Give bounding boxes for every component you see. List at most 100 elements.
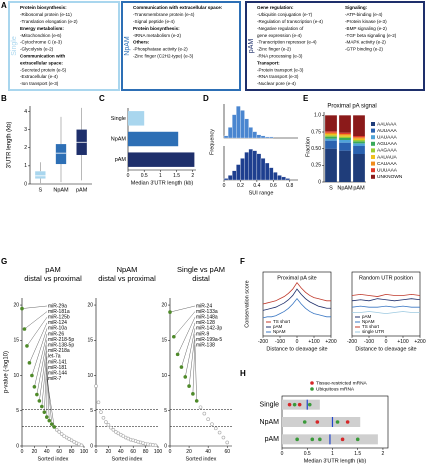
x-tick-label: 20 xyxy=(186,449,192,455)
point xyxy=(295,437,299,442)
point xyxy=(47,418,52,423)
x-tick-label: 0 xyxy=(21,449,24,455)
legend-label: single UTR xyxy=(362,329,385,334)
point xyxy=(54,427,59,432)
term-line: Communication with xyxy=(20,54,65,59)
term-line: -GTP binding (e-2) xyxy=(345,47,383,52)
hist-bar xyxy=(260,135,266,139)
point xyxy=(191,392,195,396)
legend-label: NpAM xyxy=(362,319,375,324)
x-tick-label: 0 xyxy=(169,449,172,455)
term-line: -Ribosomal protein (e-11) xyxy=(20,12,72,17)
bar xyxy=(128,131,179,147)
term-line: -BMP signaling (e-2) xyxy=(345,26,387,31)
point xyxy=(206,417,210,422)
x-tick-label: 1.5 xyxy=(173,173,180,179)
point xyxy=(79,443,84,448)
point xyxy=(221,435,226,440)
legend-label: Ubiquitous mRNA xyxy=(316,386,355,392)
term-line: -Ubiquitin conjugation (e-7) xyxy=(257,12,313,17)
point-label: miR-138 xyxy=(196,343,215,349)
bar-segment xyxy=(339,136,351,138)
term-line: -Phosphatase activity (e-2) xyxy=(133,47,188,52)
legend-label: AGUAAA xyxy=(377,141,398,147)
bar-segment xyxy=(353,137,365,139)
hist-bar xyxy=(273,172,278,181)
point xyxy=(292,402,297,407)
hist-bar xyxy=(240,110,245,139)
leader xyxy=(44,356,48,413)
bar-segment xyxy=(325,115,337,132)
panel-letter: G xyxy=(1,257,7,266)
legend-label: pAM xyxy=(273,324,283,329)
point xyxy=(44,415,49,419)
term-line: Signaling: xyxy=(345,5,368,10)
y-tick-label: 0 xyxy=(318,179,321,185)
x-axis-title: Sorted index xyxy=(186,456,217,462)
hist-bar xyxy=(277,175,282,181)
bar-segment xyxy=(353,140,365,142)
x-tick-label: 0.5 xyxy=(304,451,311,457)
bar xyxy=(282,417,361,427)
hist-bar xyxy=(236,105,241,139)
x-tick-label: -200 xyxy=(258,339,268,345)
x-tick-label: +100 xyxy=(397,339,408,345)
legend-swatch xyxy=(371,148,375,153)
leader xyxy=(173,311,196,337)
y-tick-label: 3 xyxy=(24,127,27,133)
x-tick-label: 0 xyxy=(95,449,98,455)
point xyxy=(340,437,345,442)
point xyxy=(49,422,54,426)
plot-title: NpAM xyxy=(117,265,138,274)
term-line: Energy metabolism: xyxy=(20,26,64,31)
term-line: -Mitochondrion (e-6) xyxy=(20,33,62,38)
leader xyxy=(24,311,48,330)
bar-segment xyxy=(339,115,351,133)
y-tick-label: 4 xyxy=(24,109,27,115)
point xyxy=(37,399,42,403)
box-label: Single xyxy=(11,36,18,56)
plot-title: Random UTR position xyxy=(359,275,413,281)
term-line: -Translation elongation (e-2) xyxy=(20,19,78,24)
x-axis-title: Distance to cleavage site xyxy=(355,346,416,352)
y-axis-title: Frequency xyxy=(209,129,215,155)
x-tick-label: NpAM xyxy=(337,185,353,191)
point xyxy=(183,375,188,379)
point xyxy=(40,404,44,409)
bar xyxy=(128,152,195,167)
hist-bar xyxy=(227,127,233,139)
point xyxy=(355,437,360,442)
y-tick-label: 15 xyxy=(161,338,167,344)
legend-label: AAUAUA xyxy=(377,154,398,160)
hist-bar xyxy=(232,114,237,139)
y-tick-label: 5 xyxy=(16,408,19,414)
legend-label: AUUAAA xyxy=(377,128,398,134)
point xyxy=(302,420,307,424)
bar-segment xyxy=(353,154,365,182)
x-tick-label: 60 xyxy=(130,449,136,455)
point xyxy=(42,410,47,414)
legend-label: TS short xyxy=(362,324,380,329)
point xyxy=(99,410,103,414)
y-tick-label: 0.75 xyxy=(311,129,321,135)
point-label: miR-218a xyxy=(48,348,70,354)
term-line: -Signal peptide (e-4) xyxy=(133,19,175,24)
leader xyxy=(26,317,48,347)
term-line: -Ion transport (e-3) xyxy=(20,81,59,86)
bar-segment xyxy=(339,138,351,140)
bar-segment xyxy=(325,138,337,141)
box xyxy=(35,171,46,179)
y-tick-label: 10 xyxy=(87,373,93,379)
line xyxy=(351,305,420,308)
x-axis-title: SUI range xyxy=(249,190,274,196)
leader xyxy=(177,317,196,355)
hist-bar xyxy=(248,148,253,181)
term-line: -Negative regulation of xyxy=(257,26,304,31)
point xyxy=(94,384,98,388)
point xyxy=(297,402,302,407)
y-tick-label: 20 xyxy=(87,302,93,308)
panel-letter: B xyxy=(1,94,7,103)
hist-bar xyxy=(236,164,241,181)
hist-bar xyxy=(223,135,229,139)
bar-segment xyxy=(325,135,337,137)
